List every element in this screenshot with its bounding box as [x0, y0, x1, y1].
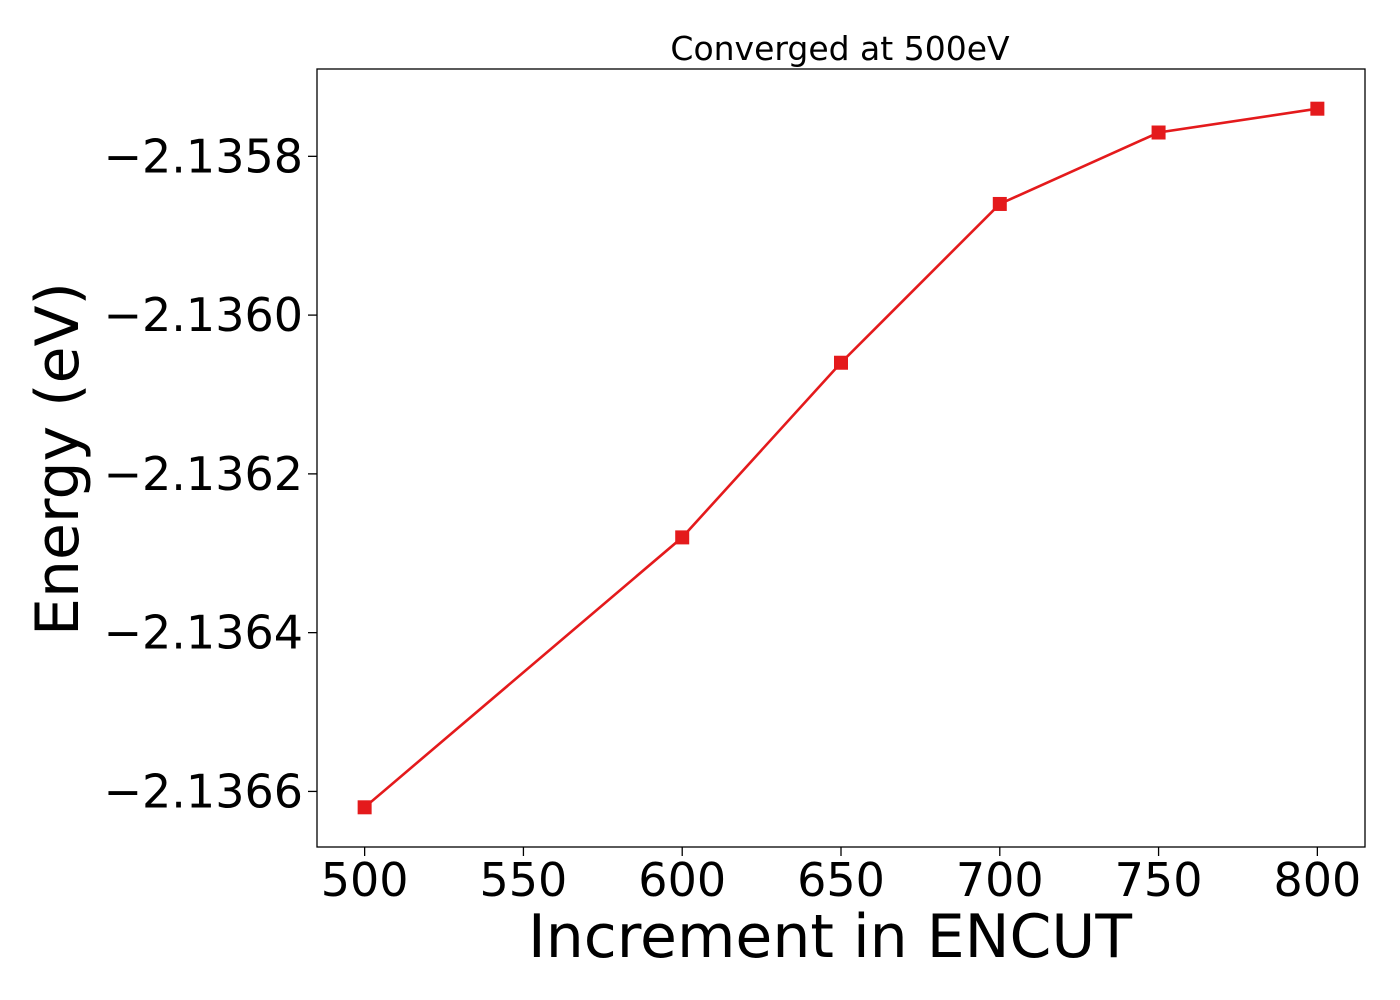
y-tick-label: −2.1364 [104, 606, 304, 660]
x-axis: 500 550 600 650 700 750 800 [321, 847, 1361, 907]
x-tick-label: 700 [956, 853, 1044, 907]
chart-title: Converged at 500eV [670, 29, 1010, 68]
series-line [363, 107, 1318, 809]
x-tick-label: 500 [321, 853, 409, 907]
y-tick-label: −2.1362 [104, 447, 304, 501]
x-tick-label: 750 [1115, 853, 1203, 907]
series-layer [357, 101, 1325, 815]
y-tick-label: −2.1360 [104, 288, 304, 342]
data-point [675, 530, 690, 545]
x-axis-label: Increment in ENCUT [528, 902, 1132, 972]
y-axis-label: Energy (eV) [23, 282, 93, 636]
data-point [1151, 125, 1166, 140]
y-tick-label: −2.1366 [104, 764, 304, 818]
data-point [357, 800, 372, 815]
data-point [834, 355, 848, 370]
y-axis: −2.1366 −2.1364 −2.1362 −2.1360 −2.1358 [104, 129, 317, 818]
x-tick-label: 600 [638, 853, 726, 907]
data-point [992, 196, 1007, 211]
x-tick-label: 550 [480, 853, 568, 907]
data-point [1310, 101, 1325, 116]
plot-area [316, 68, 1366, 848]
x-tick-label: 800 [1273, 853, 1361, 907]
y-tick-label: −2.1358 [104, 129, 304, 183]
x-tick-label: 650 [797, 853, 885, 907]
